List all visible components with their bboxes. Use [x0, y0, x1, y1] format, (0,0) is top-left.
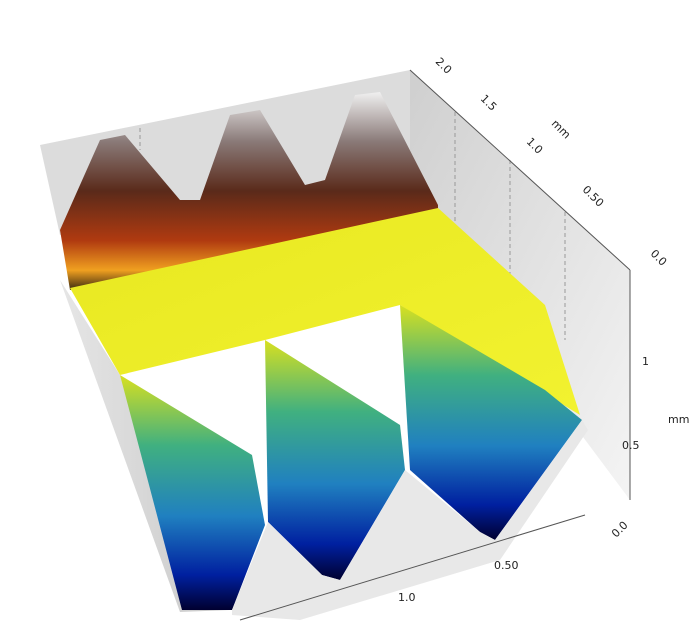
ridge-face	[60, 92, 438, 290]
valley	[400, 305, 582, 540]
grid-lines	[139, 112, 566, 340]
tick-label: 1.5	[478, 92, 500, 114]
axis-unit: mm	[668, 413, 689, 426]
tick-label: 1.0	[398, 591, 416, 604]
floor-edge	[232, 420, 588, 620]
tick-label: 1.0	[524, 135, 546, 157]
axis-lines	[239, 69, 631, 621]
tick-label: 0.0	[609, 519, 631, 541]
tick-label: 0.50	[494, 559, 519, 572]
tick-label: 0.50	[580, 183, 607, 210]
valley	[120, 375, 265, 610]
tick-label: 1	[642, 355, 649, 368]
tick-label: 0.5	[622, 439, 640, 452]
plane	[70, 208, 580, 415]
valley	[265, 340, 405, 580]
tick-label: 0.0	[648, 247, 670, 269]
axis-unit: mm	[549, 117, 573, 141]
tick-label: 2.0	[433, 55, 455, 77]
